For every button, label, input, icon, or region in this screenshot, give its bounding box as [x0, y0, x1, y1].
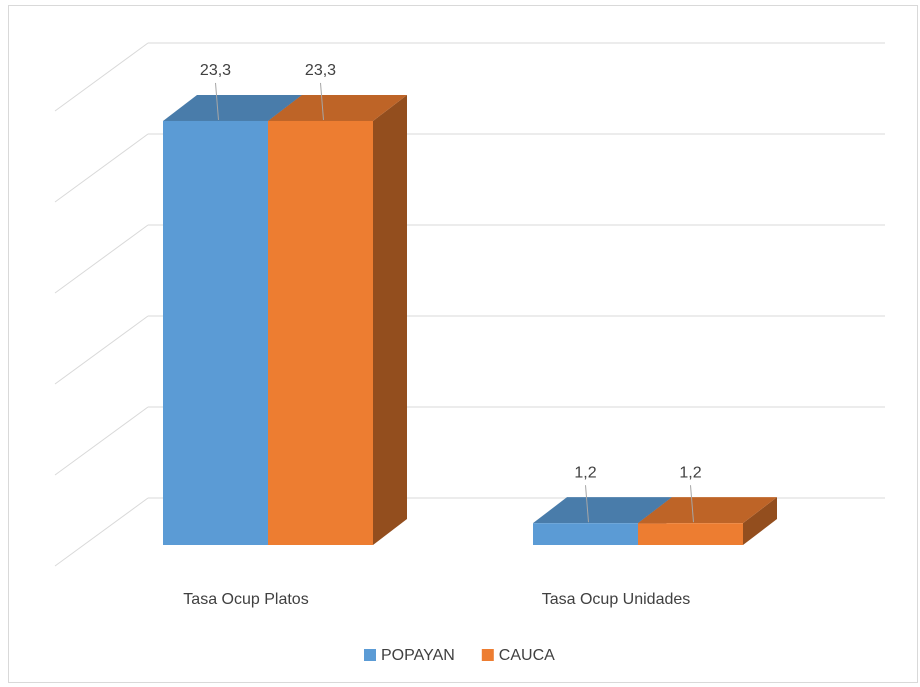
data-label: 1,2 [679, 464, 701, 481]
grid-line-side [54, 224, 149, 294]
label-leader [320, 82, 324, 120]
data-label: 23,3 [200, 62, 231, 79]
grid-line-side [54, 133, 149, 203]
bar-top [533, 497, 672, 524]
grid-line-side [54, 406, 149, 476]
legend-label: POPAYAN [381, 647, 455, 664]
grid-line-side [54, 497, 149, 567]
bar-side [373, 94, 407, 545]
data-label: 23,3 [305, 62, 336, 79]
data-label: 1,2 [574, 464, 596, 481]
grid-line-side [54, 42, 149, 112]
label-leader [215, 82, 219, 120]
x-tick-label: Tasa Ocup Platos [183, 591, 308, 608]
bar-top [638, 497, 777, 524]
bar [638, 523, 743, 545]
x-tick-label: Tasa Ocup Unidades [542, 591, 691, 608]
legend-swatch [364, 649, 376, 661]
grid-line-side [54, 315, 149, 385]
chart-border [8, 5, 918, 683]
bar-top [268, 94, 407, 121]
legend-label: CAUCA [499, 647, 555, 664]
bar-top [163, 94, 302, 121]
label-leader [585, 485, 589, 523]
bar-side [743, 497, 777, 545]
bar [533, 523, 638, 545]
bar [268, 120, 373, 545]
legend-swatch [481, 649, 494, 661]
bar [163, 120, 268, 545]
label-leader [690, 485, 694, 523]
